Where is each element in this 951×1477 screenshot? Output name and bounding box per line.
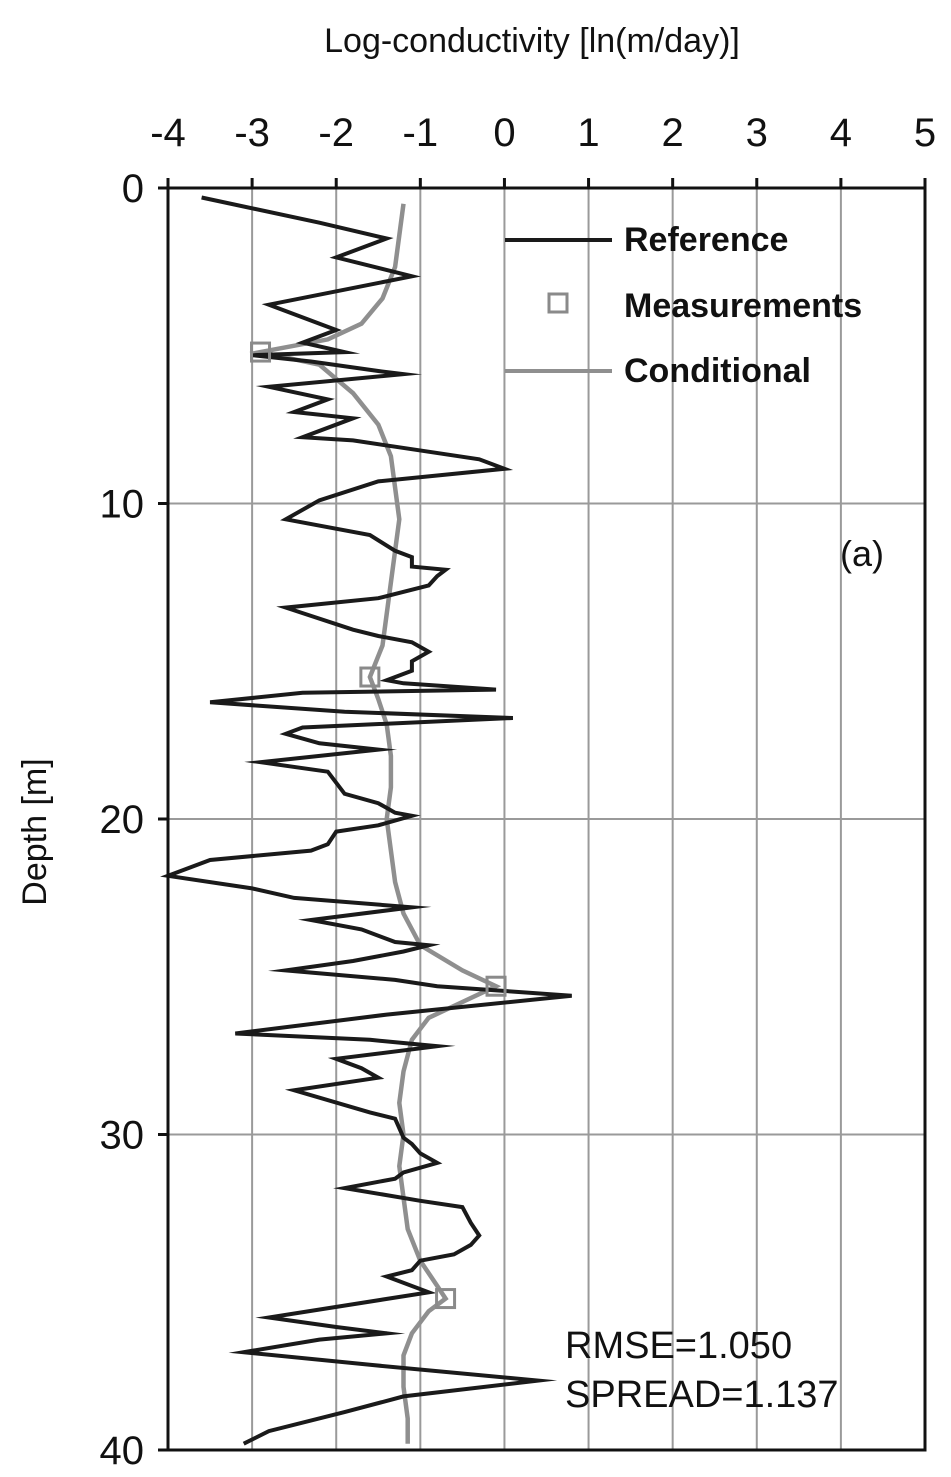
x-axis-title: Log-conductivity [ln(m/day)] (324, 22, 740, 60)
x-tick-label: 1 (577, 111, 599, 155)
grid-lines (167, 187, 926, 1451)
x-tick-labels: -4 -3 -2 -1 0 1 2 3 4 5 (150, 111, 936, 188)
y-tick-label: 40 (100, 1429, 145, 1473)
series-line-reference (160, 195, 572, 1446)
legend: Reference Measurements Conditional (505, 221, 862, 390)
panel-label: (a) (840, 533, 884, 574)
legend-conditional-label: Conditional (624, 352, 811, 390)
x-tick-label: -3 (234, 111, 270, 155)
x-tick-label: 3 (746, 111, 768, 155)
spread-annotation: SPREAD=1.137 (565, 1374, 839, 1416)
y-tick-labels: 0 10 20 30 40 (100, 167, 168, 1473)
y-tick-label: 10 (100, 483, 145, 527)
y-tick-label: 30 (100, 1114, 145, 1158)
x-tick-label: 2 (662, 111, 684, 155)
y-tick-label: 20 (100, 798, 145, 842)
x-tick-label: -2 (318, 111, 354, 155)
rmse-annotation: RMSE=1.050 (565, 1325, 792, 1367)
y-tick-label: 0 (122, 167, 144, 211)
x-tick-label: 5 (914, 111, 936, 155)
legend-measurements-label: Measurements (624, 287, 862, 325)
x-tick-label: -1 (403, 111, 439, 155)
series-group (160, 195, 572, 1446)
x-tick-label: 4 (830, 111, 852, 155)
x-tick-label: 0 (493, 111, 515, 155)
y-axis-title: Depth [m] (16, 758, 54, 905)
measurement-point (250, 341, 272, 363)
measurement-point (485, 975, 507, 997)
legend-measurements-marker (547, 292, 569, 314)
x-tick-label: -4 (150, 111, 186, 155)
measurement-point (359, 666, 381, 688)
measurement-point (435, 1288, 457, 1310)
legend-reference-label: Reference (624, 221, 788, 259)
series-line-conditional (249, 203, 502, 1444)
